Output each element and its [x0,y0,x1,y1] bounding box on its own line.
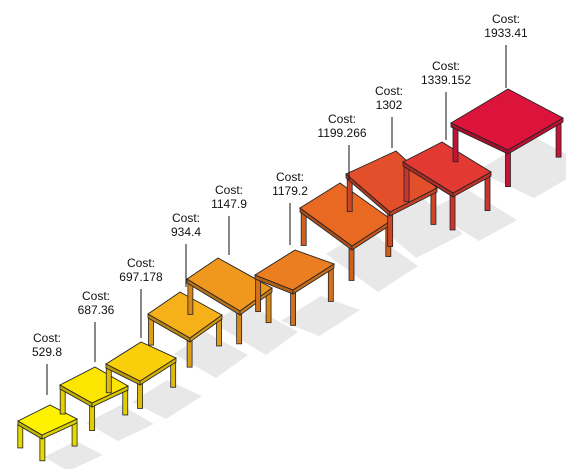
table-leg [148,316,154,346]
tables [17,88,564,462]
cost-label: Cost: 934.4 [171,211,201,239]
table-shadow [86,405,154,441]
table-6 [254,249,336,326]
table-leg [39,436,46,462]
table-leg [555,120,562,158]
cost-value: 1933.41 [484,26,528,40]
cost-prefix: Cost: [127,256,155,270]
cost-prefix: Cost: [492,12,520,26]
table-top [186,257,273,312]
table-shadow [44,441,103,469]
table-leg [505,150,511,188]
table-top [59,366,129,404]
cost-value: 1147.9 [211,197,247,211]
cost-prefix: Cost: [432,59,460,73]
table-top [402,141,492,194]
table-leg [89,404,96,431]
table-shadow [213,302,298,355]
cost-prefix: Cost: [33,331,61,345]
table-top [345,150,438,213]
table-top [147,291,223,339]
cost-value: 687.36 [78,303,115,317]
table-3 [105,341,177,409]
table-leg [186,338,193,368]
table-leg [255,277,262,312]
table-shadow [477,137,566,198]
cost-value: 697.178 [119,270,163,284]
table-5 [186,257,273,345]
table-2 [59,366,129,431]
table-shadow [132,380,202,419]
table-leg [300,211,307,246]
table-9 [402,141,492,231]
cost-value: 529.8 [32,345,62,359]
table-leg [452,125,459,163]
table-top [254,249,336,291]
table-leg [137,382,143,409]
table-7 [299,182,393,281]
table-shadow [281,296,360,336]
cost-label: Cost: 687.36 [78,289,115,317]
table-leg [290,290,297,326]
cost-prefix: Cost: [82,289,110,303]
table-leg [348,246,355,281]
cost-label: Cost: 1199.266 [317,112,366,140]
table-leg [187,281,194,315]
cost-label: Cost: 1339.152 [421,59,471,87]
cost-value: 1199.266 [317,126,366,140]
cost-prefix: Cost: [328,112,356,126]
cost-prefix: Cost: [172,211,200,225]
table-leg [236,311,243,345]
cost-value: 1179.2 [272,184,308,198]
table-leg [430,190,437,225]
table-10 [450,88,564,188]
cost-label: Cost: 1147.9 [211,183,247,211]
cost-label: Cost: 529.8 [32,331,62,359]
table-top [450,88,564,151]
table-leg [449,193,456,231]
table-leg [122,388,129,416]
table-8 [345,150,438,247]
cost-prefix: Cost: [276,170,304,184]
cost-value: 1302 [376,98,403,112]
table-leg [403,165,410,202]
cost-prefix: Cost: [375,84,403,98]
cost-label: Cost: 1933.41 [484,12,528,40]
cost-prefix: Cost: [215,183,243,197]
cost-label: Cost: 1302 [375,84,403,112]
cost-label: Cost: 697.178 [119,256,163,284]
table-leg [387,212,394,247]
table-leg [71,421,78,447]
cost-value: 934.4 [171,225,201,239]
cost-value: 1339.152 [421,73,471,87]
table-top [105,341,177,382]
table-leg [484,174,491,212]
table-4 [147,291,223,368]
cost-label: Cost: 1179.2 [272,170,308,198]
table-leg [327,267,334,302]
